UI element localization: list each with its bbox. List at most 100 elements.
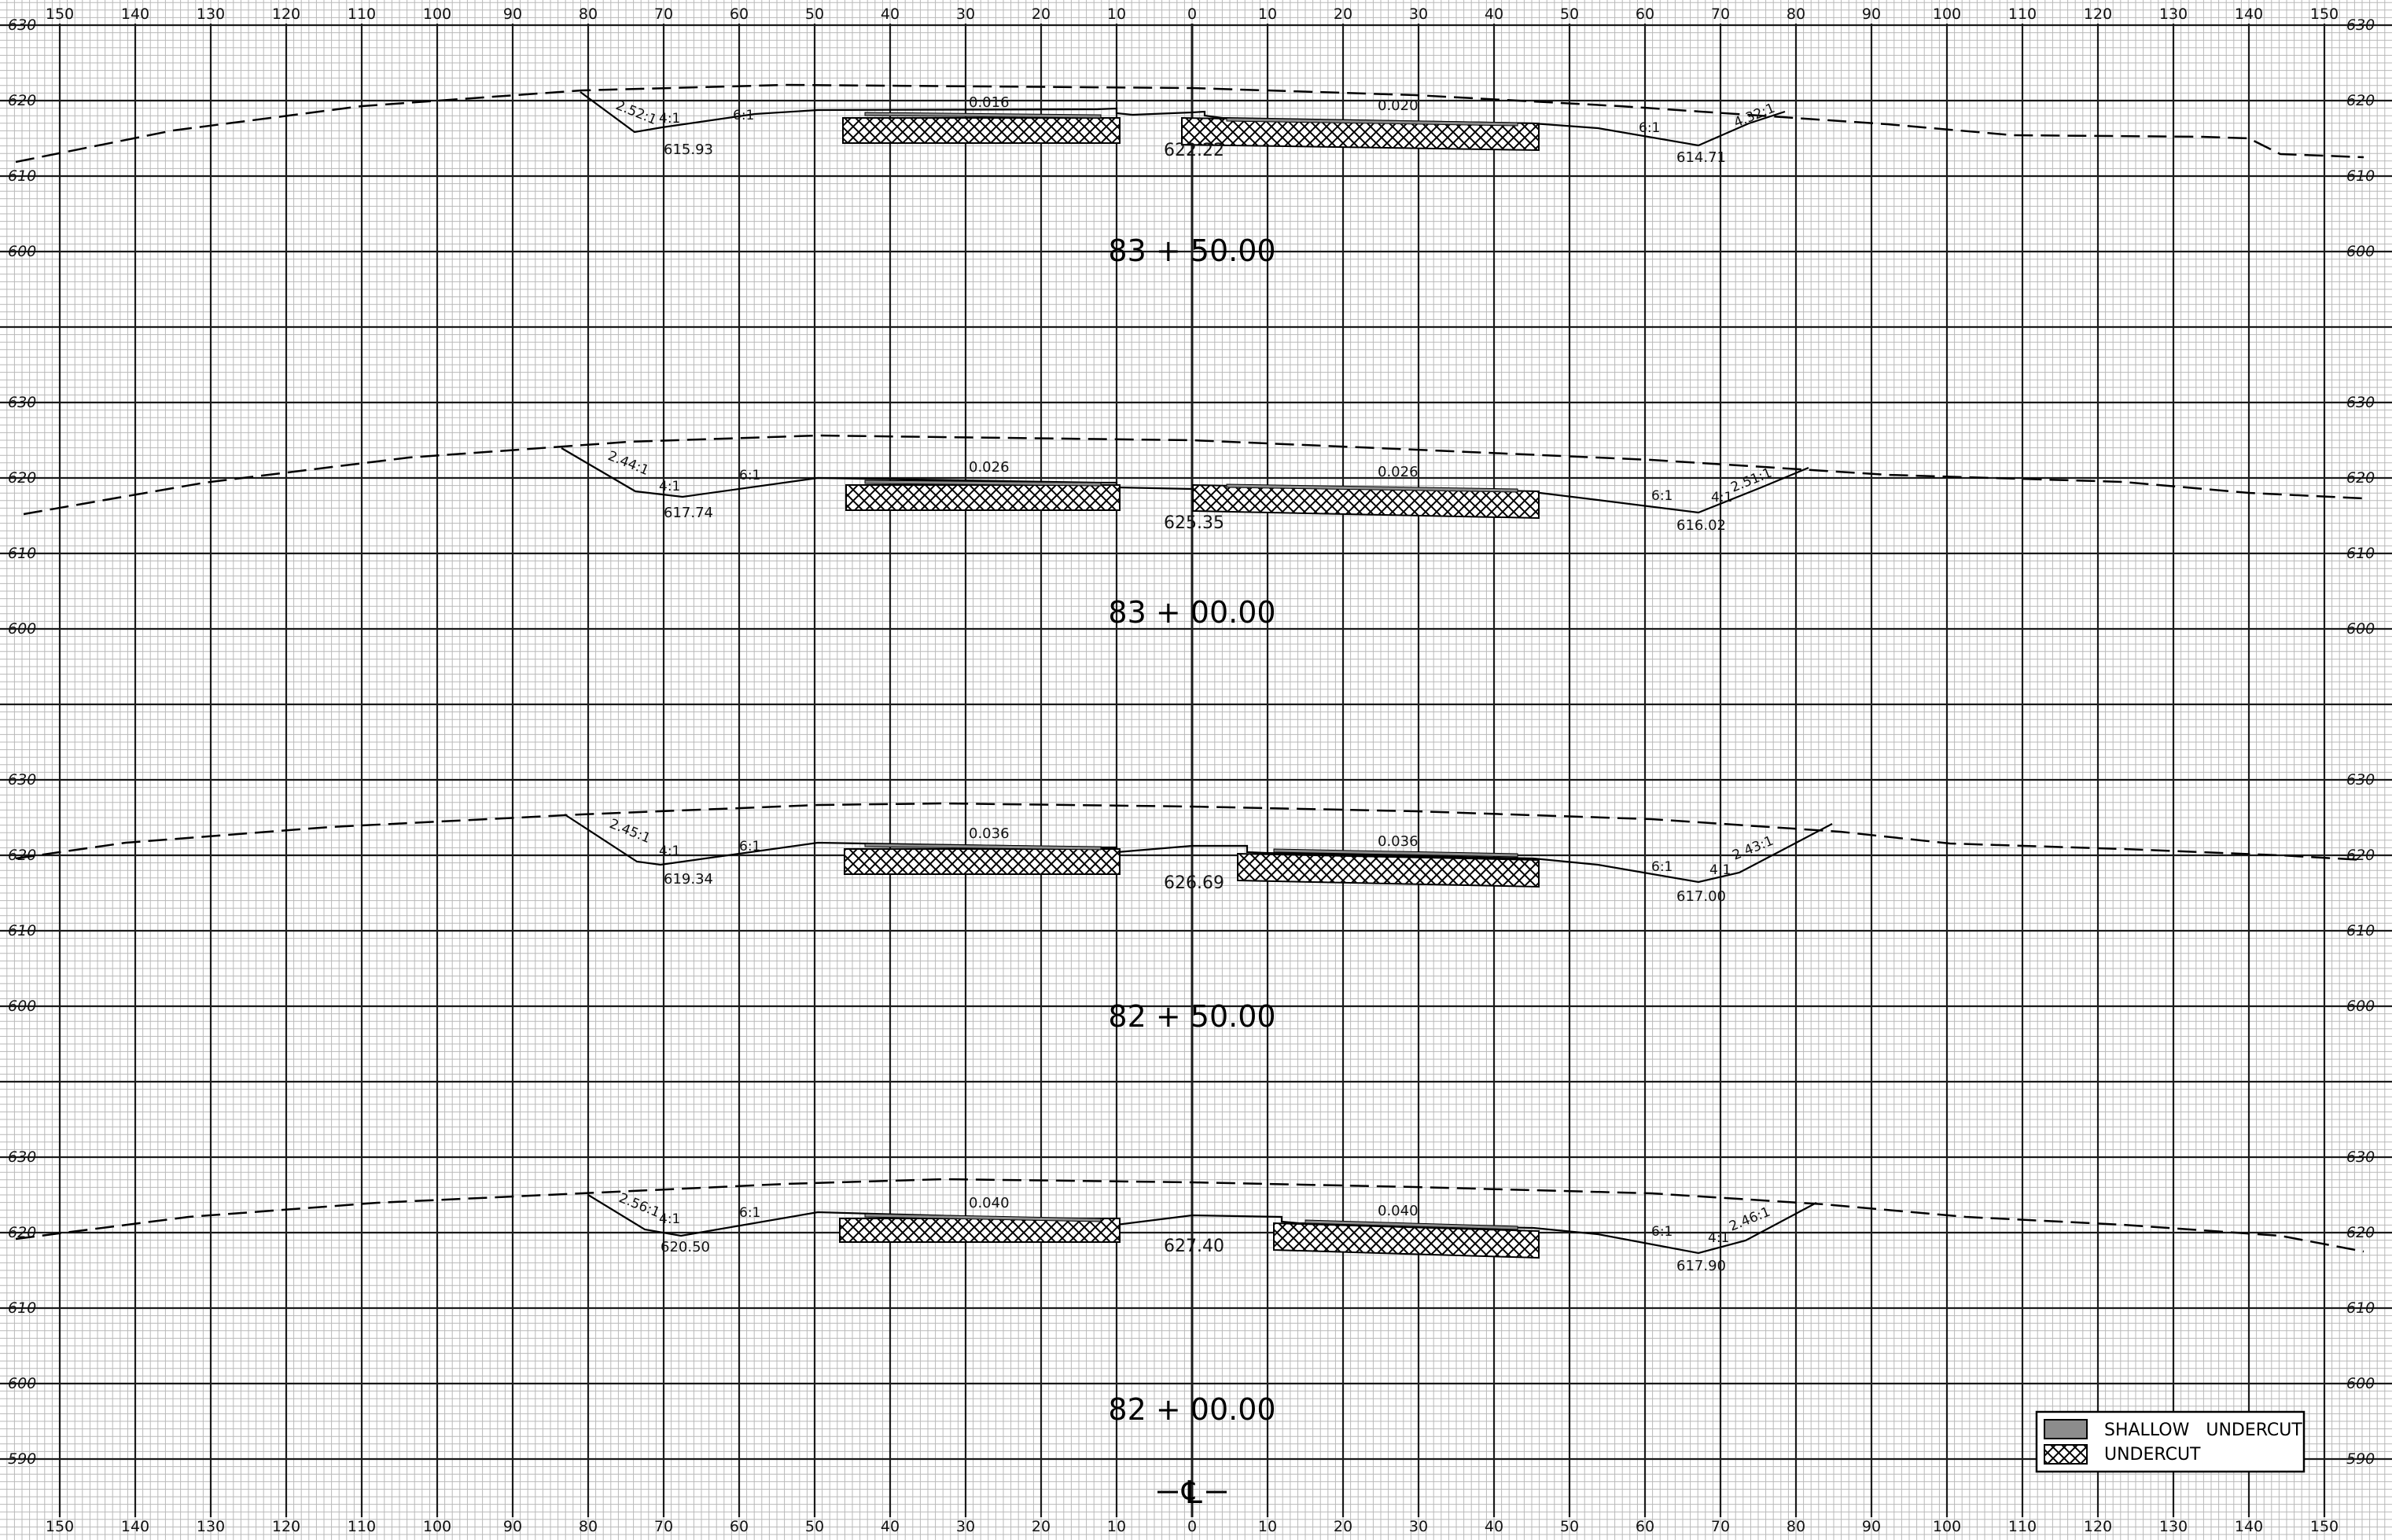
offset-label-top: 70 xyxy=(654,6,673,23)
offset-label-bottom: 20 xyxy=(1334,1518,1352,1535)
legend-shallow-label: SHALLOW UNDERCUT xyxy=(2104,1421,2302,1440)
slope-ratio-label: 4.32:1 xyxy=(1731,101,1777,131)
offset-label-top: 50 xyxy=(805,6,824,23)
ditch-elevation: 620.50 xyxy=(661,1239,710,1255)
existing-ground-line xyxy=(15,802,2364,862)
slope-ratio-label: 2.44:1 xyxy=(605,448,651,479)
cross-slope-label: 0.040 xyxy=(969,1195,1010,1211)
offset-label-top: 10 xyxy=(1258,6,1277,23)
elevation-label: 620 xyxy=(2346,469,2375,487)
offset-label-top: 50 xyxy=(1560,6,1579,23)
offset-label-top: 90 xyxy=(503,6,522,23)
offset-label-top: 110 xyxy=(2008,6,2037,23)
centerline-elevation: 625.35 xyxy=(1164,513,1224,533)
elevation-label: 630 xyxy=(2346,394,2375,411)
offset-label-top: 120 xyxy=(272,6,300,23)
ditch-elevation: 617.74 xyxy=(664,505,713,521)
slope-ratio-label: 6:1 xyxy=(739,839,760,855)
offset-label-top: 20 xyxy=(1032,6,1051,23)
undercut-hatch xyxy=(844,848,1121,875)
elevation-label: 620 xyxy=(2346,847,2375,864)
undercut-hatch xyxy=(839,1218,1121,1243)
station-label: 83 + 50.00 xyxy=(1108,233,1275,268)
offset-label-bottom: 60 xyxy=(1636,1518,1654,1535)
ditch-elevation: 614.71 xyxy=(1676,149,1726,166)
ditch-elevation: 617.00 xyxy=(1676,888,1726,905)
slope-ratio-label: 6:1 xyxy=(1639,120,1660,136)
offset-label-bottom: 90 xyxy=(503,1518,522,1535)
offset-label-top: 140 xyxy=(2235,6,2263,23)
offset-label-bottom: 100 xyxy=(423,1518,451,1535)
offset-label-top: 150 xyxy=(46,6,74,23)
slope-ratio-label: 4:1 xyxy=(659,479,680,494)
elevation-label: 600 xyxy=(2346,998,2375,1015)
shallow-undercut-strip xyxy=(1273,848,1518,858)
slope-ratio-label: 6:1 xyxy=(1651,859,1673,875)
offset-label-bottom: 70 xyxy=(654,1518,673,1535)
existing-ground-line xyxy=(15,83,2364,164)
centerline-symbol: ℄ xyxy=(1157,1475,1227,1511)
offset-label-bottom: 40 xyxy=(881,1518,900,1535)
offset-label-bottom: 80 xyxy=(1787,1518,1805,1535)
ditch-elevation: 619.34 xyxy=(664,871,713,888)
slope-ratio-label: 4:1 xyxy=(1708,1230,1729,1246)
offset-label-top: 20 xyxy=(1334,6,1352,23)
shallow-undercut-strip xyxy=(864,1213,1102,1222)
slope-ratio-label: 6:1 xyxy=(739,1205,760,1221)
shallow-undercut-strip xyxy=(1305,1219,1518,1230)
offset-label-top: 110 xyxy=(348,6,376,23)
offset-label-top: 150 xyxy=(2310,6,2339,23)
offset-label-top: 120 xyxy=(2084,6,2112,23)
ditch-elevation: 617.90 xyxy=(1676,1258,1726,1274)
elevation-label: 590 xyxy=(2346,1450,2375,1468)
ditch-elevation: 616.02 xyxy=(1676,517,1726,534)
offset-label-top: 30 xyxy=(1409,6,1428,23)
centerline-elevation: 627.40 xyxy=(1164,1237,1224,1256)
offset-label-bottom: 50 xyxy=(805,1518,824,1535)
cross-slope-label: 0.026 xyxy=(1378,464,1419,480)
offset-label-bottom: 110 xyxy=(2008,1518,2037,1535)
offset-label-top: 10 xyxy=(1107,6,1126,23)
offset-label-top: 60 xyxy=(730,6,749,23)
cross-slope-label: 0.026 xyxy=(969,459,1010,476)
offset-label-top: 30 xyxy=(956,6,975,23)
offset-label-bottom: 140 xyxy=(121,1518,149,1535)
cross-section: 630 620 610 600 630 620 610 600 0.036 0.… xyxy=(8,771,2375,1034)
elevation-label: 620 xyxy=(8,92,36,109)
elevation-label: 610 xyxy=(2346,1299,2375,1317)
slope-ratio-label: 6:1 xyxy=(733,108,754,123)
offset-labels-top: 150 140 130 120 110 100 90 80 70 60 50 4… xyxy=(46,6,2339,23)
offset-label-bottom: 30 xyxy=(1409,1518,1428,1535)
elevation-label: 620 xyxy=(2346,92,2375,109)
existing-ground-line xyxy=(23,434,2364,516)
offset-label-top: 0 xyxy=(1187,6,1197,23)
offset-label-top: 130 xyxy=(197,6,225,23)
offset-label-bottom: 130 xyxy=(2159,1518,2188,1535)
slope-ratio-label: 4:1 xyxy=(1711,490,1732,505)
cross-section: 630 620 610 600 630 620 610 600 0.026 0.… xyxy=(8,394,2375,638)
station-label: 82 + 50.00 xyxy=(1108,999,1275,1034)
existing-ground-line xyxy=(15,1178,2364,1253)
offset-label-bottom: 150 xyxy=(2310,1518,2339,1535)
elevation-label: 630 xyxy=(2346,1149,2375,1166)
elevation-label: 630 xyxy=(2346,771,2375,788)
undercut-hatch xyxy=(842,117,1121,144)
elevation-label: 610 xyxy=(2346,545,2375,562)
shallow-undercut-strip xyxy=(1226,117,1518,127)
slope-ratio-label: 4:1 xyxy=(659,111,680,127)
offset-label-bottom: 30 xyxy=(956,1518,975,1535)
slope-ratio-label: 4:1 xyxy=(659,844,680,859)
cross-slope-label: 0.036 xyxy=(969,825,1010,842)
slope-ratio-label: 4:1 xyxy=(659,1211,680,1227)
offset-label-top: 70 xyxy=(1711,6,1730,23)
offset-label-bottom: 130 xyxy=(197,1518,225,1535)
undercut-hatch xyxy=(845,484,1121,511)
offset-label-bottom: 20 xyxy=(1032,1518,1051,1535)
elevation-label: 610 xyxy=(8,545,36,562)
legend: SHALLOW UNDERCUT UNDERCUT xyxy=(2035,1410,2306,1473)
shallow-undercut-strip xyxy=(864,112,1102,119)
offset-label-bottom: 100 xyxy=(1933,1518,1961,1535)
slope-ratio-label: 2.45:1 xyxy=(607,816,653,847)
